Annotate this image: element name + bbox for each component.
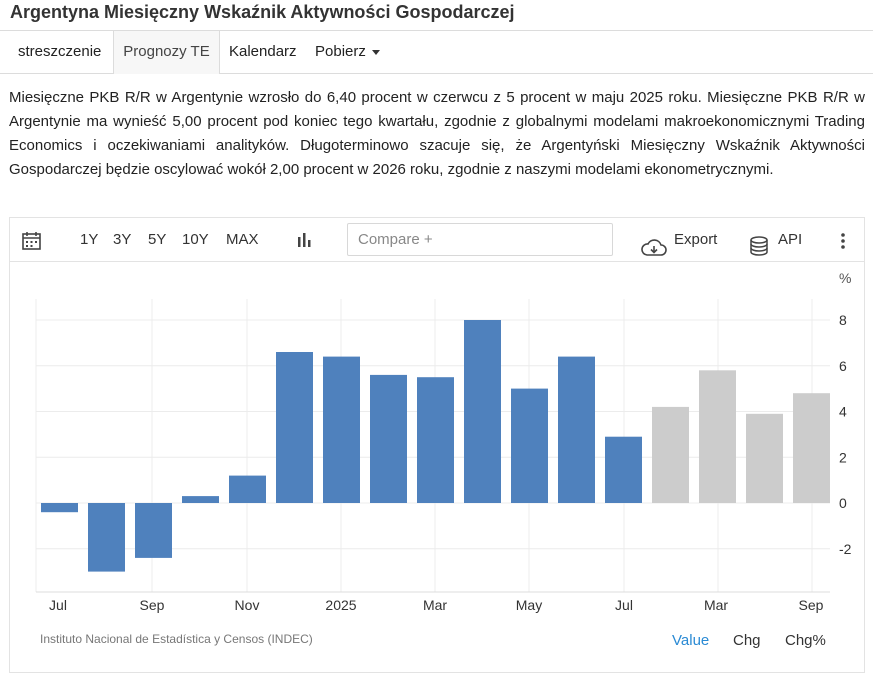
x-tick-label: May xyxy=(516,597,542,613)
export-label: Export xyxy=(674,231,718,248)
range-5y-button[interactable]: 5Y xyxy=(148,231,167,248)
tab-bar: streszczenie Prognozy TE Kalendarz Pobie… xyxy=(0,30,873,74)
x-tick-label: 2025 xyxy=(325,597,356,613)
y-tick-label: 0 xyxy=(839,495,847,511)
tab-summary[interactable]: streszczenie xyxy=(18,43,102,60)
forecast-bar[interactable] xyxy=(793,393,830,503)
description-text: Miesięczne PKB R/R w Argentynie wzrosło … xyxy=(9,89,865,178)
range-1y-button[interactable]: 1Y xyxy=(80,231,99,248)
data-bar[interactable] xyxy=(182,496,219,503)
api-label: API xyxy=(778,231,803,248)
y-tick-label: 2 xyxy=(839,449,847,465)
api-button[interactable]: API xyxy=(749,218,802,262)
source-label: Instituto Nacional de Estadística y Cens… xyxy=(40,632,313,646)
y-tick-label: -2 xyxy=(839,541,852,557)
forecast-bar[interactable] xyxy=(699,370,736,503)
x-tick-label: Jul xyxy=(615,597,633,613)
tab-calendar[interactable]: Kalendarz xyxy=(229,43,297,60)
data-bar[interactable] xyxy=(276,352,313,503)
y-unit-label: % xyxy=(839,270,851,286)
x-tick-label: Mar xyxy=(423,597,447,613)
forecast-bar[interactable] xyxy=(605,436,642,503)
database-icon xyxy=(749,230,769,274)
chg-toggle[interactable]: Chg xyxy=(733,632,761,649)
range-max-button[interactable]: MAX xyxy=(226,231,259,248)
range-10y-button[interactable]: 10Y xyxy=(182,231,209,248)
x-tick-label: Sep xyxy=(799,597,824,613)
y-tick-label: 8 xyxy=(839,312,847,328)
chart-container: 1Y 3Y 5Y 10Y MAX Export xyxy=(9,217,865,673)
range-3y-button[interactable]: 3Y xyxy=(113,231,132,248)
compare-input[interactable] xyxy=(347,223,613,256)
data-bar[interactable] xyxy=(511,388,548,503)
data-bar[interactable] xyxy=(41,503,78,513)
data-bar[interactable] xyxy=(558,356,595,503)
page-title: Argentyna Miesięczny Wskaźnik Aktywności… xyxy=(10,2,515,22)
y-tick-label: 4 xyxy=(839,404,847,420)
cloud-download-icon xyxy=(641,231,667,275)
y-tick-label: 6 xyxy=(839,358,847,374)
data-bar[interactable] xyxy=(88,503,125,572)
data-bar[interactable] xyxy=(323,356,360,503)
forecast-bar[interactable] xyxy=(652,406,689,503)
value-toggle[interactable]: Value xyxy=(672,632,710,649)
export-button[interactable]: Export xyxy=(641,218,717,262)
data-bar[interactable] xyxy=(135,503,172,558)
bar-chart: -2 0 2 4 6 8 Jul Sep Nov 2025 Mar May Jul Mar Sep % xyxy=(35,270,852,613)
x-tick-label: Jul xyxy=(49,597,67,613)
x-tick-label: Mar xyxy=(704,597,728,613)
chg-percent-toggle[interactable]: Chg% xyxy=(785,632,826,649)
tab-download-label: Pobierz xyxy=(315,43,366,60)
more-vertical-icon[interactable] xyxy=(840,232,846,255)
tab-download[interactable]: Pobierz xyxy=(307,31,388,73)
tab-forecast[interactable]: Prognozy TE xyxy=(113,31,220,74)
calendar-icon[interactable] xyxy=(22,231,42,255)
chevron-down-icon xyxy=(371,49,380,55)
data-bar[interactable] xyxy=(370,374,407,503)
data-bar[interactable] xyxy=(229,475,266,503)
data-bar[interactable] xyxy=(417,377,454,503)
forecast-bar[interactable] xyxy=(746,413,783,503)
x-tick-label: Sep xyxy=(140,597,165,613)
chart-toolbar: 1Y 3Y 5Y 10Y MAX Export xyxy=(10,218,864,262)
x-tick-label: Nov xyxy=(235,597,260,613)
data-bar[interactable] xyxy=(464,320,501,503)
bar-chart-icon[interactable] xyxy=(297,232,315,253)
